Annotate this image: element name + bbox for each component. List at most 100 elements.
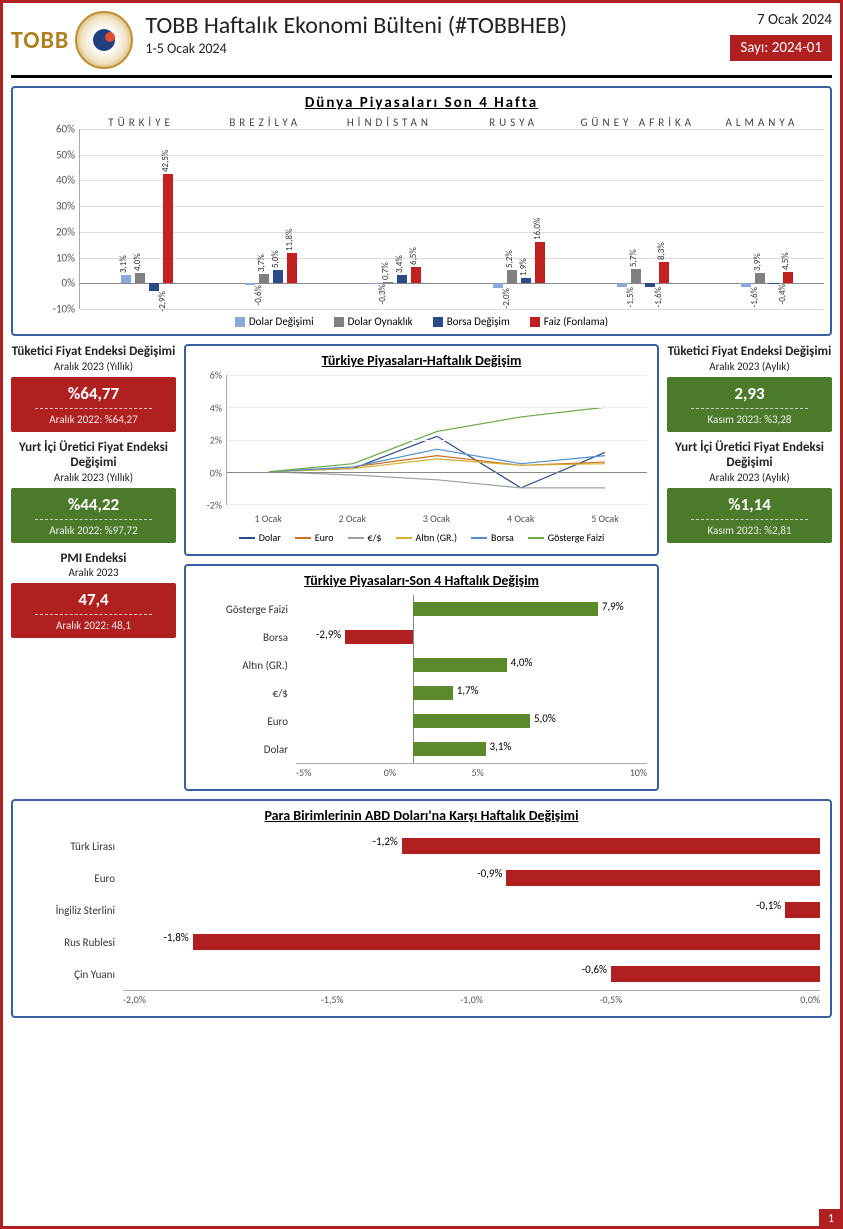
bar: 3,1%	[121, 275, 131, 283]
bar-label: -1,6%	[653, 287, 664, 308]
bar: -0,4%	[769, 283, 779, 284]
x-tick: -5%	[296, 764, 384, 779]
stat-prev: Kasım 2023: %3,28	[673, 413, 826, 426]
bar-label: 5,2%	[504, 250, 515, 268]
four-week-title: Türkiye Piyasaları-Son 4 Haftalık Değişi…	[196, 572, 647, 589]
hbar-bar	[413, 742, 486, 756]
bar-label: 5,7%	[628, 249, 639, 267]
x-label: 2 Ocak	[310, 512, 394, 525]
page-title: TOBB Haftalık Ekonomi Bülteni (#TOBBHEB)	[145, 11, 718, 40]
currency-value: -1,2%	[373, 835, 398, 848]
hbar-bar	[413, 686, 453, 700]
header-right: 7 Ocak 2024 Sayı: 2024-01	[730, 11, 832, 61]
stat-value-box: 2,93Kasım 2023: %3,28	[667, 377, 832, 432]
stat-prev: Kasım 2023: %2,81	[673, 524, 826, 537]
hbar-value: 3,1%	[490, 740, 512, 753]
bar: 3,9%	[755, 273, 765, 283]
right-stats-column: Tüketici Fiyat Endeksi DeğişimiAralık 20…	[667, 344, 832, 791]
bar: 16,0%	[535, 242, 545, 283]
stat-title: Tüketici Fiyat Endeksi Değişimi	[667, 344, 832, 360]
hbar-bar	[413, 602, 598, 616]
y-tick: 40%	[56, 174, 75, 187]
bar-label: 3,1%	[118, 256, 129, 274]
currency-chart: Türk Lirası-1,2%Euro-0,9%İngiliz Sterlin…	[23, 830, 820, 1006]
y-tick: 20%	[56, 225, 75, 238]
header-date: 7 Ocak 2024	[730, 11, 832, 29]
legend-item: Altın (GR.)	[396, 531, 458, 544]
legend-item: Dolar	[239, 531, 281, 544]
stat-box: Tüketici Fiyat Endeksi DeğişimiAralık 20…	[667, 344, 832, 432]
bar-label: -0,6%	[253, 285, 264, 306]
currency-title: Para Birimlerinin ABD Doları'na Karşı Ha…	[23, 807, 820, 824]
legend-item: Gösterge Faizi	[528, 531, 604, 544]
bar: -2,9%	[149, 283, 159, 290]
legend-item: Euro	[295, 531, 334, 544]
page-number: 1	[819, 1209, 843, 1229]
x-tick: -1,5%	[262, 991, 401, 1006]
world-markets-panel: Dünya Piyasaları Son 4 Hafta TÜRKİYEBREZ…	[11, 86, 832, 336]
stat-value: %44,22	[17, 494, 170, 515]
y-tick: -10%	[53, 303, 75, 316]
stat-title: Yurt İçi Üretici Fiyat Endeksi Değişimi	[11, 440, 176, 471]
stat-box: PMI EndeksiAralık 202347,4Aralık 2022: 4…	[11, 551, 176, 639]
country-label: RUSYA	[452, 116, 576, 129]
four-week-panel: Türkiye Piyasaları-Son 4 Haftalık Değişi…	[184, 564, 659, 791]
issue-badge: Sayı: 2024-01	[730, 35, 832, 61]
y-tick: 6%	[210, 369, 222, 382]
hbar-value: 1,7%	[457, 684, 479, 697]
hbar-label: €/$	[196, 687, 296, 700]
line-y-axis: 6%4%2%0%-2%	[196, 375, 226, 505]
stat-box: Yurt İçi Üretici Fiyat Endeksi DeğişimiA…	[667, 440, 832, 543]
currency-panel: Para Birimlerinin ABD Doları'na Karşı Ha…	[11, 799, 832, 1018]
bar-label: -2,0%	[501, 288, 512, 309]
hbar-row: Borsa-2,9%	[196, 623, 647, 651]
hbar-label: Euro	[196, 715, 296, 728]
legend-item: Dolar Değişimi	[235, 315, 314, 328]
currency-label: Rus Rublesi	[23, 936, 123, 949]
currency-bar	[611, 966, 820, 982]
hbar-bar	[413, 714, 530, 728]
currency-row: İngiliz Sterlini-0,1%	[23, 894, 820, 926]
bar-label: -0,3%	[377, 284, 388, 305]
world-markets-legend: Dolar DeğişimiDolar OynaklıkBorsa Değişi…	[19, 315, 824, 328]
currency-value: -0,1%	[756, 899, 781, 912]
stat-value-box: 47,4Aralık 2022: 48,1	[11, 583, 176, 638]
bar-label: 8,3%	[656, 242, 667, 260]
stat-sub: Aralık 2023 (Yıllık)	[11, 360, 176, 373]
currency-value: -1,8%	[164, 931, 189, 944]
bar: 42,5%	[163, 174, 173, 283]
stat-sub: Aralık 2023 (Aylık)	[667, 471, 832, 484]
y-tick: 0%	[62, 277, 75, 290]
bar-label: 16,0%	[532, 218, 543, 240]
line-x-labels: 1 Ocak2 Ocak3 Ocak4 Ocak5 Ocak	[226, 512, 647, 525]
y-tick: -2%	[207, 499, 222, 512]
weekly-line-legend: Dolar Euro €/$ Altın (GR.) Borsa Gösterge Fai…	[196, 531, 647, 544]
bar-label: 3,7%	[256, 254, 267, 272]
hbar-label: Dolar	[196, 743, 296, 756]
stat-sub: Aralık 2023 (Yıllık)	[11, 471, 176, 484]
bar-label: -1,6%	[749, 287, 760, 308]
currency-value: -0,9%	[477, 867, 502, 880]
hbar-row: Altın (GR.)4,0%	[196, 651, 647, 679]
bar: 8,3%	[659, 262, 669, 283]
stat-sub: Aralık 2023 (Aylık)	[667, 360, 832, 373]
legend-item: €/$	[348, 531, 382, 544]
bar-label: 3,4%	[394, 255, 405, 273]
stat-title: Tüketici Fiyat Endeksi Değişimi	[11, 344, 176, 360]
country-label: TÜRKİYE	[79, 116, 203, 129]
logo: TOBB	[11, 11, 133, 69]
page: TOBB TOBB Haftalık Ekonomi Bülteni (#TOB…	[0, 0, 843, 1229]
bar: 5,0%	[273, 270, 283, 283]
bar: 5,2%	[507, 270, 517, 283]
bar: -1,6%	[741, 283, 751, 287]
legend-item: Dolar Oynaklık	[334, 315, 413, 328]
x-tick: -0,5%	[541, 991, 680, 1006]
bar: 4,5%	[783, 272, 793, 284]
currency-label: Türk Lirası	[23, 840, 123, 853]
stat-box: Tüketici Fiyat Endeksi DeğişimiAralık 20…	[11, 344, 176, 432]
bar-label: 5,0%	[270, 251, 281, 269]
legend-item: Borsa	[471, 531, 514, 544]
stat-value: %1,14	[673, 494, 826, 515]
country-label: BREZİLYA	[203, 116, 327, 129]
currency-bar	[402, 838, 820, 854]
